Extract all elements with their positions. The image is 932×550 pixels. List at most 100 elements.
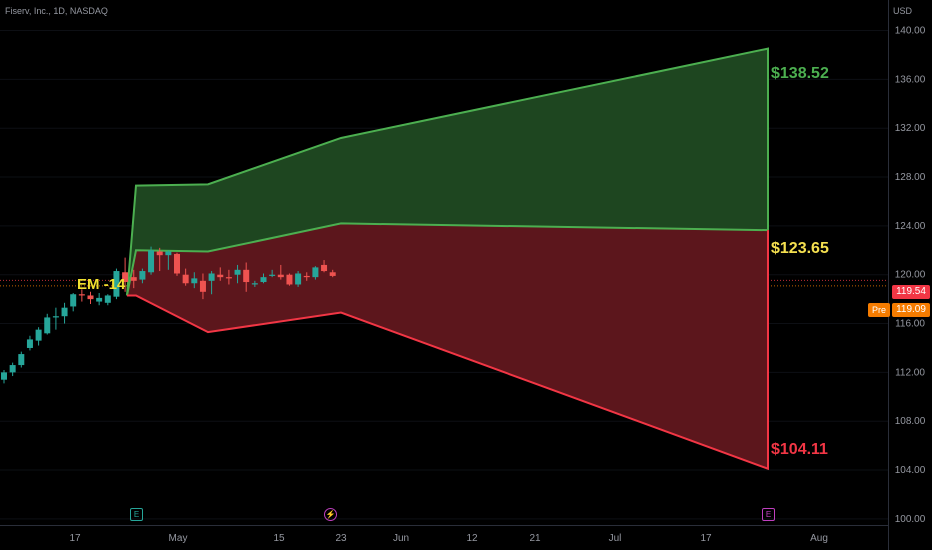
upcoming-earnings-marker[interactable]: E — [762, 508, 775, 521]
candle-body — [165, 251, 172, 256]
candle-body — [156, 251, 163, 256]
candle-body — [26, 339, 33, 348]
candle — [329, 269, 336, 278]
candle — [18, 351, 25, 368]
x-tick-label: 23 — [335, 533, 347, 544]
y-tick-label: 112.00 — [895, 367, 925, 378]
candle-body — [148, 250, 155, 273]
x-tick-label: 21 — [529, 533, 541, 544]
candle — [70, 293, 77, 312]
candle-body — [303, 275, 310, 278]
candle-body — [87, 295, 94, 300]
candle — [1, 369, 7, 384]
candle-body — [70, 294, 77, 307]
candle-body — [1, 372, 7, 380]
candle — [277, 264, 284, 280]
x-tick-label: 17 — [700, 533, 712, 544]
x-tick-label: Jul — [609, 533, 622, 544]
candle-body — [52, 316, 59, 318]
candle — [286, 273, 293, 286]
candle-body — [35, 329, 42, 341]
candle — [87, 291, 94, 305]
candle — [312, 266, 319, 280]
dividend-marker[interactable]: ⚡ — [324, 508, 337, 521]
candle — [26, 335, 33, 351]
candle-body — [217, 274, 224, 278]
x-tick-label: Jun — [393, 533, 409, 544]
y-tick-label: 140.00 — [895, 26, 926, 37]
candle — [225, 269, 232, 285]
candle-body — [286, 274, 293, 285]
candle — [199, 273, 206, 300]
candle — [35, 327, 42, 346]
x-tick-label: 12 — [466, 533, 478, 544]
middle-target-label: $123.65 — [771, 240, 829, 257]
candle-body — [251, 283, 258, 285]
y-tick-label: 116.00 — [895, 319, 925, 330]
y-tick-label: 136.00 — [895, 74, 926, 85]
expected-move-bands — [126, 47, 769, 471]
candle — [44, 313, 51, 335]
candle-body — [277, 274, 284, 278]
x-tick-label: May — [169, 533, 188, 544]
candle-body — [199, 280, 206, 292]
x-tick-label: 15 — [273, 533, 285, 544]
lower-band-area — [127, 223, 768, 469]
candle-body — [295, 273, 302, 285]
candle — [182, 268, 189, 286]
y-tick-label: 108.00 — [895, 416, 926, 427]
candle-body — [122, 272, 129, 283]
candle-body — [130, 277, 137, 281]
last-price-tag: 119.54 — [892, 285, 930, 299]
candle — [61, 302, 68, 324]
lower-target-label: $104.11 — [771, 441, 828, 458]
middle-band-line — [126, 222, 769, 296]
upper-band-line — [126, 47, 769, 296]
y-axis-ticks: 100.00 104.00 108.00 112.00 116.00 120.00 124.… — [895, 26, 926, 525]
candle-body — [139, 271, 146, 280]
expected-move-label: EM -14 — [77, 276, 126, 293]
candle — [208, 271, 215, 295]
candle-body — [225, 277, 232, 279]
candle-body — [312, 267, 319, 278]
candle — [139, 268, 146, 284]
candle-body — [44, 317, 51, 334]
candle — [251, 280, 258, 287]
time-axis-divider — [0, 525, 888, 526]
currency-label: USD — [892, 6, 912, 16]
y-tick-label: 124.00 — [895, 221, 926, 232]
candlestick-series — [1, 246, 336, 384]
symbol-header[interactable]: Fiserv, Inc., 1D, NASDAQ — [5, 6, 108, 16]
candle — [260, 273, 267, 284]
candle — [122, 257, 129, 292]
candle-body — [182, 274, 189, 284]
y-tick-label: 128.00 — [895, 172, 926, 183]
candle-body — [104, 295, 111, 303]
candle-body — [243, 269, 250, 283]
candle — [130, 269, 137, 289]
candle-body — [113, 271, 120, 297]
candle — [148, 246, 155, 275]
candle-body — [174, 253, 180, 274]
premarket-price-tag: 119.09 — [892, 303, 930, 317]
x-tick-label: 17 — [69, 533, 81, 544]
x-tick-label: Aug — [810, 533, 828, 544]
candle — [156, 247, 163, 272]
candle — [96, 293, 103, 306]
candle — [269, 269, 276, 278]
candle — [9, 362, 16, 377]
premarket-label: Pre — [868, 303, 890, 317]
earnings-marker[interactable]: E — [130, 508, 143, 521]
y-tick-label: 100.00 — [895, 514, 926, 525]
x-axis-ticks: 17 May 15 23 Jun 12 21 Jul 17 Aug — [69, 533, 827, 544]
candle-body — [78, 294, 85, 296]
candle-body — [329, 272, 336, 276]
candle-body — [61, 307, 68, 317]
candle-body — [260, 277, 267, 283]
candle — [191, 272, 198, 289]
candle-body — [269, 274, 276, 276]
price-axis-divider — [888, 0, 889, 550]
candle — [295, 271, 302, 287]
y-tick-label: 132.00 — [895, 123, 926, 134]
